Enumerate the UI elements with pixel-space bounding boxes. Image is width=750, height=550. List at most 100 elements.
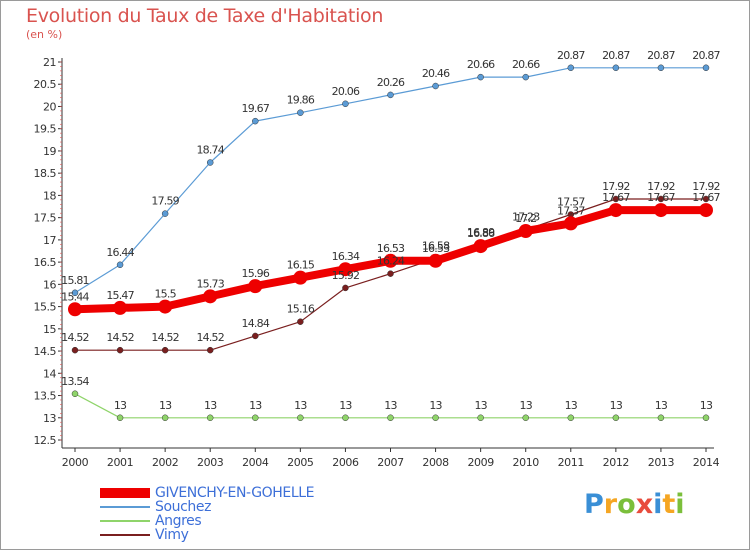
data-point bbox=[252, 414, 259, 422]
y-tick-label: 17.5 bbox=[34, 212, 57, 225]
x-tick-label: 2011 bbox=[558, 456, 584, 469]
data-point bbox=[293, 270, 308, 285]
data-point bbox=[71, 390, 79, 398]
data-point bbox=[248, 279, 263, 294]
data-point bbox=[563, 216, 578, 231]
data-point bbox=[116, 414, 124, 422]
data-label: 20.66 bbox=[467, 58, 495, 71]
y-tick-label: 20 bbox=[43, 100, 56, 113]
logo-letter: x bbox=[635, 489, 654, 520]
x-tick-label: 2007 bbox=[377, 456, 404, 469]
data-label: 13 bbox=[384, 399, 397, 412]
data-point bbox=[473, 239, 488, 254]
data-point bbox=[702, 195, 710, 203]
logo-letter: r bbox=[603, 489, 618, 520]
y-tick-label: 13 bbox=[43, 412, 56, 425]
y-tick-label: 14.5 bbox=[34, 345, 57, 358]
legend-label: Souchez bbox=[155, 499, 212, 515]
legend-swatch bbox=[100, 506, 150, 508]
data-label: 15.73 bbox=[196, 277, 224, 290]
data-point bbox=[702, 64, 710, 72]
data-label: 17.92 bbox=[692, 180, 720, 193]
data-label: 17.57 bbox=[557, 196, 585, 209]
data-label: 17.92 bbox=[602, 180, 630, 193]
data-label: 13 bbox=[429, 399, 442, 412]
data-point bbox=[477, 73, 484, 81]
data-point bbox=[522, 414, 529, 422]
x-tick-label: 2000 bbox=[62, 456, 89, 469]
data-label: 14.52 bbox=[151, 331, 179, 344]
legend-label: GIVENCHY-EN-GOHELLE bbox=[155, 485, 315, 501]
data-point bbox=[387, 270, 394, 277]
data-label: 15.16 bbox=[287, 303, 315, 316]
logo-letter: t bbox=[662, 489, 676, 520]
data-label: 13 bbox=[565, 399, 578, 412]
data-point bbox=[653, 203, 668, 218]
data-point bbox=[71, 346, 79, 354]
data-point bbox=[432, 82, 439, 90]
data-label: 20.26 bbox=[377, 76, 405, 89]
data-label: 14.52 bbox=[196, 331, 224, 344]
x-tick-label: 2012 bbox=[603, 456, 629, 469]
data-label: 15.5 bbox=[154, 288, 176, 301]
data-label: 18.74 bbox=[196, 144, 224, 157]
data-point bbox=[699, 203, 713, 218]
data-label: 15.92 bbox=[332, 269, 360, 282]
chart-title: Evolution du Taux de Taxe d'Habitation bbox=[26, 5, 384, 27]
y-tick-label: 15.5 bbox=[34, 301, 57, 314]
data-label: 13 bbox=[294, 399, 307, 412]
data-label: 13.54 bbox=[61, 375, 89, 388]
data-label: 16.89 bbox=[467, 226, 495, 239]
y-tick-label: 15 bbox=[43, 323, 56, 336]
data-point bbox=[206, 346, 214, 354]
data-label: 13 bbox=[520, 399, 533, 412]
data-label: 15.81 bbox=[61, 274, 89, 287]
data-point bbox=[297, 109, 304, 116]
data-point bbox=[297, 414, 304, 422]
data-point bbox=[612, 64, 620, 72]
data-point bbox=[432, 414, 439, 422]
x-tick-label: 2003 bbox=[197, 456, 224, 469]
data-point bbox=[387, 414, 394, 422]
data-point bbox=[702, 414, 710, 422]
data-label: 15.96 bbox=[242, 267, 270, 280]
data-label: 14.84 bbox=[242, 317, 270, 330]
data-label: 16.58 bbox=[422, 240, 450, 253]
data-point bbox=[657, 195, 665, 203]
y-tick-label: 18 bbox=[43, 189, 56, 202]
y-tick-label: 12.5 bbox=[34, 434, 57, 447]
data-point bbox=[158, 299, 173, 314]
x-tick-label: 2004 bbox=[242, 456, 269, 469]
y-tick-label: 18.5 bbox=[34, 167, 57, 180]
proxiti-logo: Proxiti bbox=[584, 489, 685, 520]
data-point bbox=[71, 289, 79, 297]
data-point bbox=[161, 210, 169, 217]
data-point bbox=[206, 414, 214, 422]
data-point bbox=[428, 253, 443, 268]
data-label: 15.44 bbox=[61, 290, 89, 303]
data-point bbox=[338, 262, 353, 277]
data-label: 16.15 bbox=[287, 259, 315, 272]
x-tick-label: 2013 bbox=[648, 456, 675, 469]
legend-label: Vimy bbox=[155, 527, 189, 543]
data-label: 13 bbox=[610, 399, 623, 412]
data-label: 17.23 bbox=[512, 211, 540, 224]
data-label: 20.87 bbox=[557, 49, 585, 62]
x-tick-label: 2005 bbox=[287, 456, 314, 469]
data-label: 20.87 bbox=[602, 49, 630, 62]
data-point bbox=[116, 261, 124, 269]
data-point bbox=[342, 414, 349, 422]
y-tick-label: 16 bbox=[43, 278, 56, 291]
y-tick-label: 14 bbox=[43, 367, 56, 380]
data-point bbox=[116, 346, 124, 354]
data-point bbox=[612, 414, 620, 422]
data-point bbox=[567, 64, 575, 72]
x-tick-label: 2010 bbox=[513, 456, 540, 469]
x-tick-label: 2001 bbox=[107, 456, 133, 469]
data-point bbox=[203, 289, 218, 304]
legend-swatch bbox=[100, 488, 150, 498]
y-tick-label: 13.5 bbox=[34, 390, 57, 403]
legend-label: Angres bbox=[155, 513, 202, 529]
data-point bbox=[657, 64, 665, 72]
